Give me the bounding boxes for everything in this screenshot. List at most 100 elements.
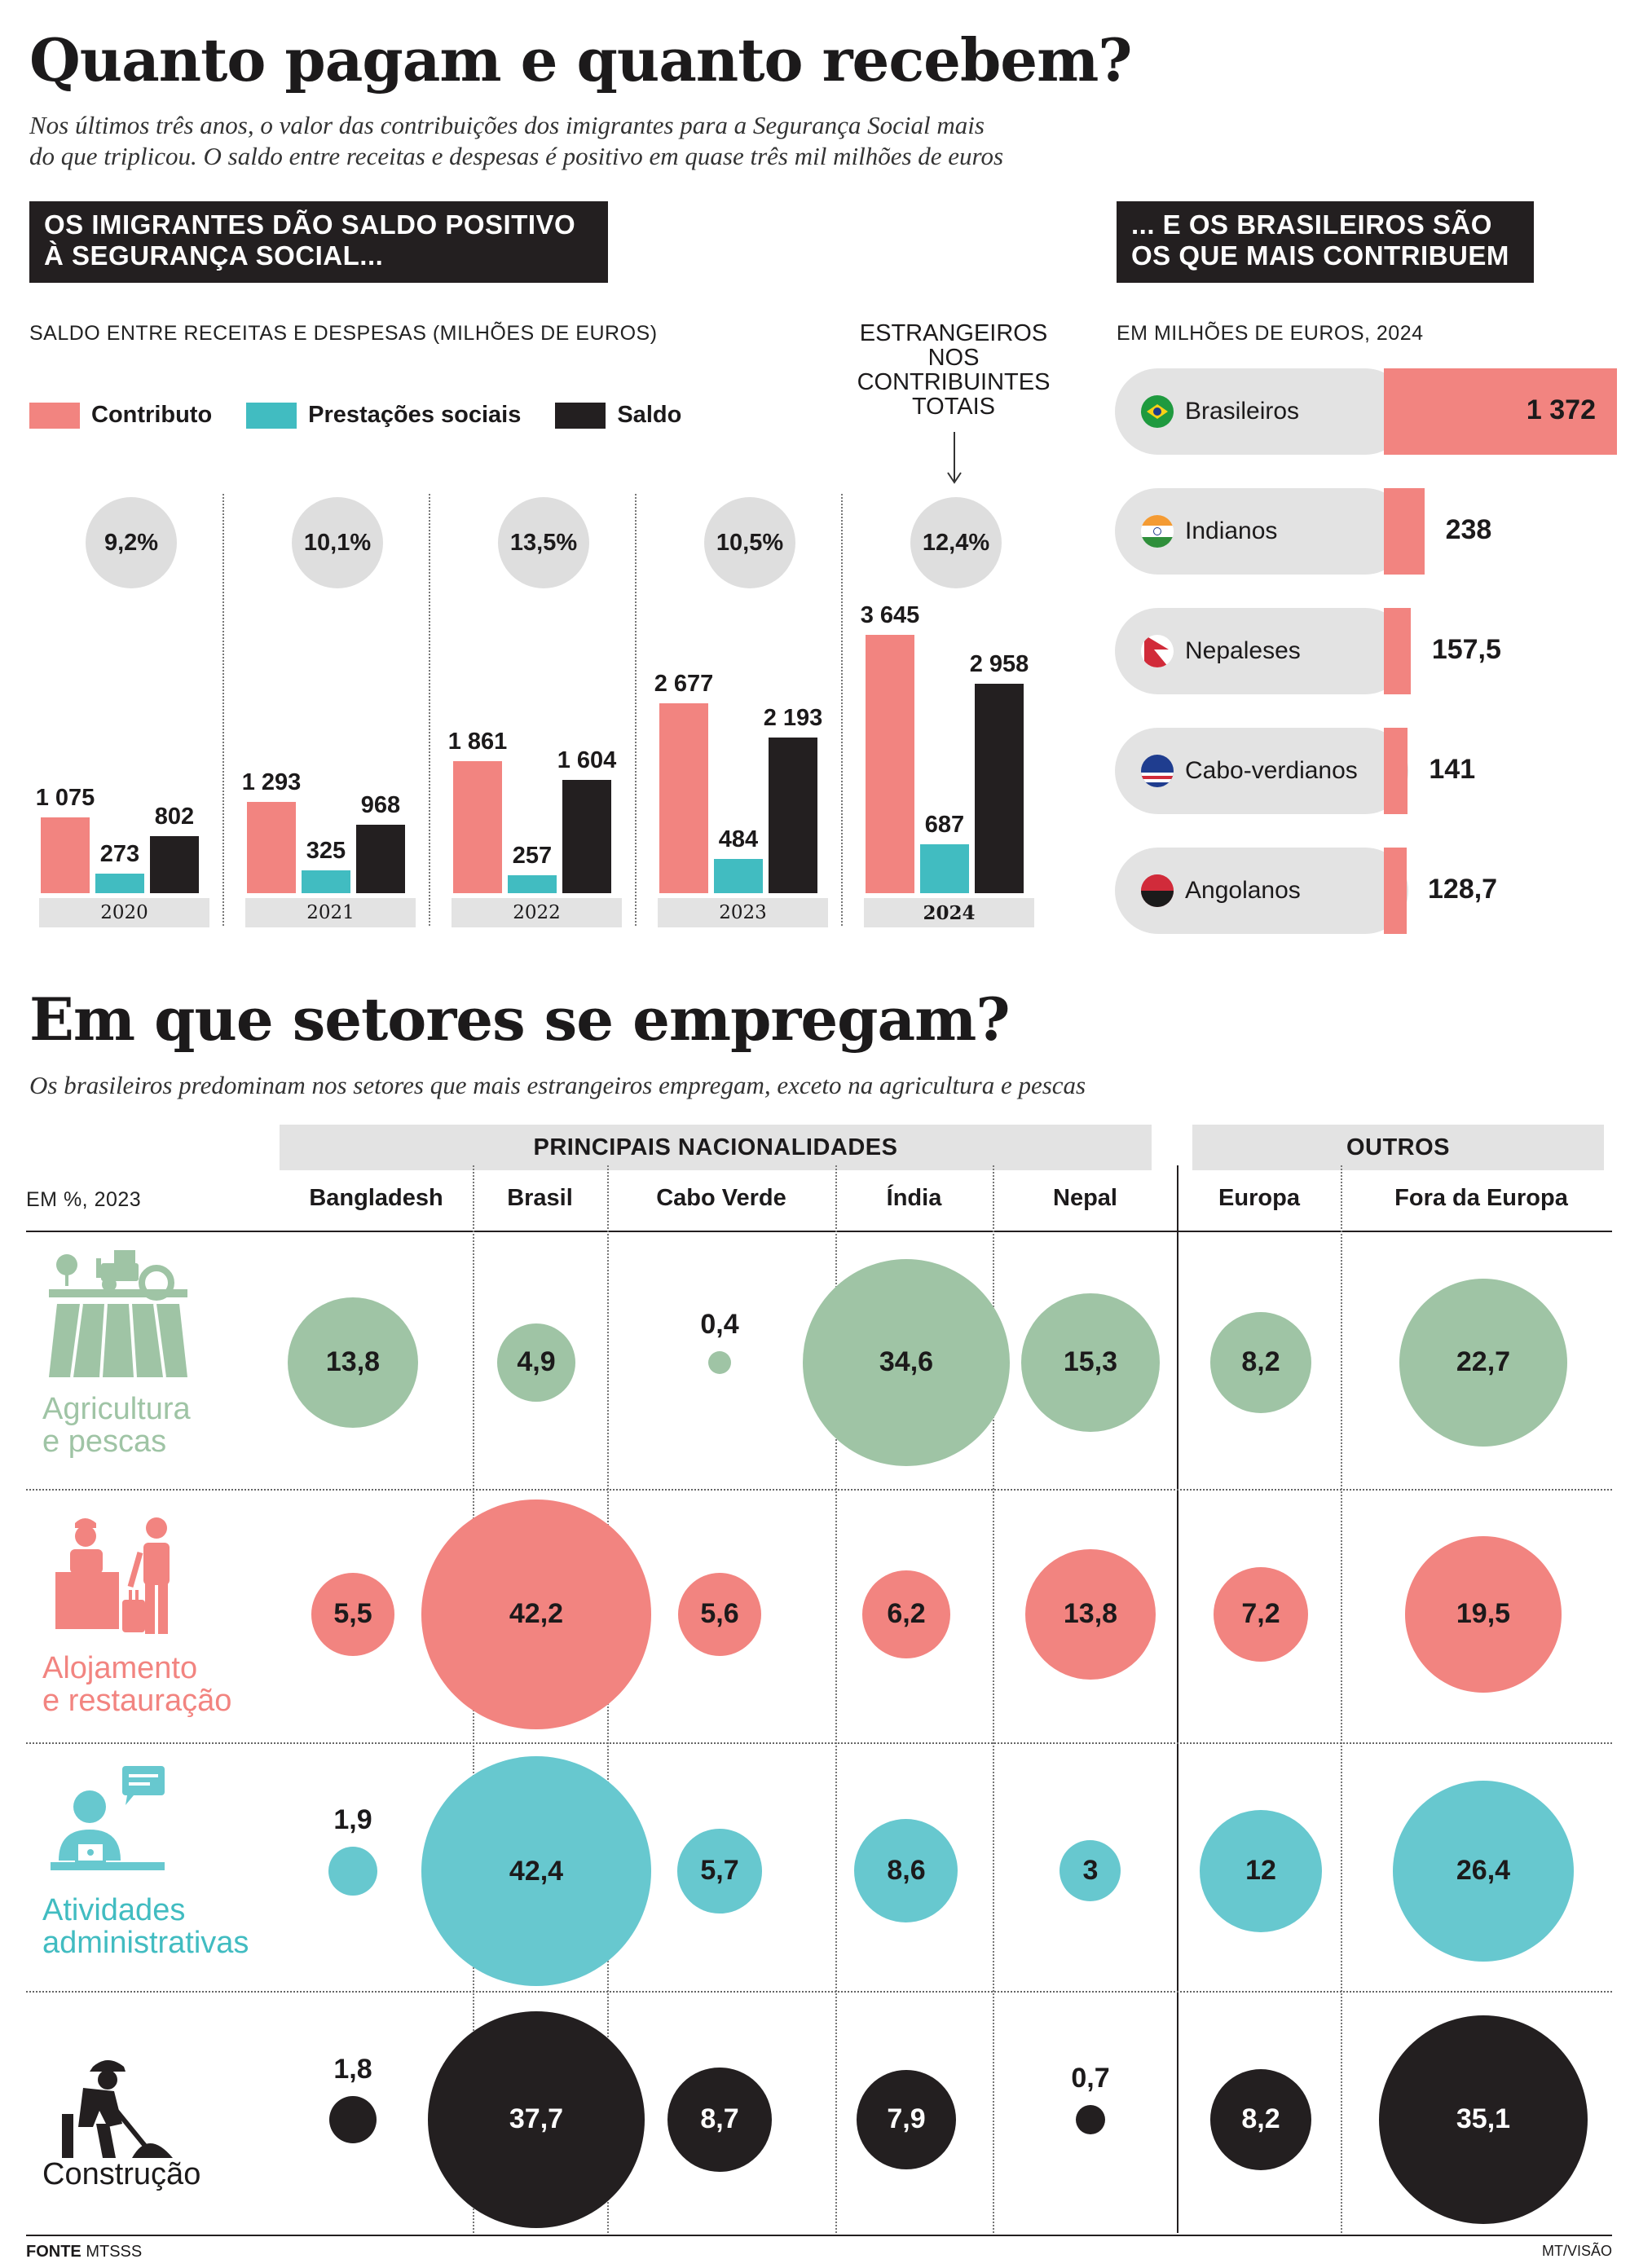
share-circle: 10,5% bbox=[704, 497, 795, 588]
unit-label: EM %, 2023 bbox=[26, 1188, 142, 1211]
nationality-bar bbox=[1384, 368, 1617, 455]
bubble-alojamento-e-restaura-o-4: 6,2 bbox=[862, 1570, 950, 1658]
bar-presta-es-sociais-2023 bbox=[714, 858, 763, 893]
legend-label-prestacoes: Prestações sociais bbox=[308, 402, 522, 428]
bubble-agricultura-e-pescas-1: 13,8 bbox=[287, 1297, 419, 1429]
annotation-line-2: NOS bbox=[927, 345, 980, 371]
nationality-bar bbox=[1384, 728, 1408, 814]
nationality-chart: Brasileiros 1 372 Indianos 238 Nepaleses 157,… bbox=[1115, 368, 1617, 939]
bar-legend: Contributo Prestações sociais Saldo bbox=[29, 402, 681, 429]
subtitle-line-2: do que triplicou. O saldo entre receitas… bbox=[29, 142, 1004, 170]
bubble-alojamento-e-restaura-o-5: 13,8 bbox=[1024, 1548, 1156, 1680]
bar-contributo-2024 bbox=[866, 635, 914, 893]
left-heading-line-1: OS IMIGRANTES DÃO SALDO POSITIVO bbox=[44, 209, 576, 240]
footer-source-label: FONTE bbox=[26, 2243, 82, 2261]
bubble-agricultura-e-pescas-2: 4,9 bbox=[497, 1323, 575, 1402]
bubble-value-label: 0,4 bbox=[700, 1309, 739, 1340]
bubble-constru-o-3: 8,7 bbox=[667, 2068, 772, 2172]
column-separator bbox=[835, 1165, 837, 2233]
column-header: Cabo Verde bbox=[656, 1185, 786, 1211]
nationality-pill: Brasileiros bbox=[1115, 368, 1408, 455]
legend-swatch-prestacoes bbox=[246, 402, 297, 429]
bar-value-label: 1 075 bbox=[35, 784, 95, 811]
group-separator bbox=[841, 494, 843, 926]
bar-presta-es-sociais-2022 bbox=[508, 874, 557, 893]
bubble-alojamento-e-restaura-o-6: 7,2 bbox=[1213, 1566, 1309, 1662]
nationality-value: 238 bbox=[1445, 514, 1492, 545]
group-separator bbox=[222, 494, 224, 926]
right-heading-line-1: ... E OS BRASILEIROS SÃO bbox=[1131, 209, 1492, 240]
left-caption: SALDO ENTRE RECEITAS E DESPESAS (MILHÕES… bbox=[29, 322, 658, 345]
column-header: Fora da Europa bbox=[1394, 1185, 1568, 1211]
bar-presta-es-sociais-2021 bbox=[302, 870, 350, 893]
section-title: Em que setores se empregam? bbox=[29, 984, 1011, 1054]
nationality-label: Brasileiros bbox=[1185, 398, 1300, 425]
share-circle: 9,2% bbox=[86, 497, 177, 588]
bubble-constru-o-4: 7,9 bbox=[857, 2070, 956, 2169]
column-header: Bangladesh bbox=[309, 1185, 443, 1211]
sector-label-line-1: Atividades bbox=[42, 1893, 186, 1927]
bar-value-label: 2 958 bbox=[969, 650, 1029, 677]
legend-saldo: Saldo bbox=[555, 402, 681, 429]
bar-value-label: 2 193 bbox=[763, 705, 823, 732]
share-annotation: ESTRANGEIROS NOS CONTRIBUINTES TOTAIS bbox=[844, 321, 1064, 419]
bubble-atividades-administrativas-1 bbox=[328, 1847, 377, 1896]
bubble-constru-o-5 bbox=[1075, 2104, 1106, 2135]
india-flag-icon bbox=[1141, 515, 1174, 548]
cape-verde-flag-icon bbox=[1141, 755, 1174, 787]
bar-chart: 9,2% 1 075 273 802 2020 10,1% 1 293 325 968 2021 1… bbox=[0, 489, 1060, 945]
bubble-agricultura-e-pescas-5: 15,3 bbox=[1021, 1293, 1160, 1432]
legend-contributo: Contributo bbox=[29, 402, 212, 429]
bubble-atividades-administrativas-3: 5,7 bbox=[677, 1829, 762, 1913]
annotation-arrow-icon bbox=[947, 432, 962, 484]
office-worker-icon bbox=[51, 1766, 165, 1870]
reception-desk-icon bbox=[55, 1517, 170, 1634]
bubble-alojamento-e-restaura-o-2: 42,2 bbox=[421, 1500, 651, 1729]
legend-label-contributo: Contributo bbox=[91, 402, 213, 428]
column-separator bbox=[993, 1165, 994, 2233]
footer-source-value: MTSSS bbox=[86, 2243, 143, 2261]
left-heading-line-2: À SEGURANÇA SOCIAL... bbox=[44, 240, 384, 271]
nationality-bar bbox=[1384, 488, 1425, 575]
right-caption: EM MILHÕES DE EUROS, 2024 bbox=[1117, 322, 1424, 345]
sector-label-line-2: administrativas bbox=[42, 1926, 249, 1960]
bubble-alojamento-e-restaura-o-7: 19,5 bbox=[1405, 1536, 1562, 1693]
year-label: 2021 bbox=[245, 898, 416, 927]
bubble-atividades-administrativas-6: 12 bbox=[1199, 1809, 1322, 1932]
bubble-constru-o-7: 35,1 bbox=[1378, 2015, 1588, 2225]
bar-contributo-2023 bbox=[659, 703, 708, 893]
bar-saldo-2021 bbox=[356, 824, 405, 893]
sector-label: Alojamento e restauração bbox=[42, 1652, 231, 1717]
share-circle: 13,5% bbox=[498, 497, 589, 588]
group-separator bbox=[635, 494, 637, 926]
group-separator bbox=[1177, 1165, 1178, 2233]
nationality-value: 128,7 bbox=[1428, 874, 1498, 905]
nationality-label: Nepaleses bbox=[1185, 637, 1301, 664]
bubble-atividades-administrativas-7: 26,4 bbox=[1392, 1780, 1575, 1962]
bubble-constru-o-6: 8,2 bbox=[1209, 2068, 1311, 2170]
construction-worker-icon bbox=[62, 2060, 173, 2158]
bar-value-label: 325 bbox=[306, 837, 346, 864]
nationality-bar bbox=[1384, 848, 1407, 934]
footer-source: FONTE MTSSS bbox=[26, 2243, 142, 2261]
year-label: 2020 bbox=[39, 898, 209, 927]
bar-saldo-2023 bbox=[769, 738, 817, 893]
column-header: Índia bbox=[886, 1185, 942, 1211]
bar-value-label: 1 293 bbox=[241, 768, 302, 795]
sector-label: Atividades administrativas bbox=[42, 1894, 249, 1959]
subtitle-line-1: Nos últimos três anos, o valor das contr… bbox=[29, 111, 985, 139]
bubble-atividades-administrativas-2: 42,4 bbox=[421, 1756, 651, 1986]
annotation-line-1: ESTRANGEIROS bbox=[859, 320, 1048, 346]
bubble-atividades-administrativas-5: 3 bbox=[1060, 1840, 1121, 1902]
bar-value-label: 3 645 bbox=[860, 602, 920, 628]
legend-label-saldo: Saldo bbox=[617, 402, 682, 428]
group-header-other: OUTROS bbox=[1192, 1125, 1604, 1170]
annotation-line-4: TOTAIS bbox=[911, 394, 996, 420]
year-label: 2023 bbox=[658, 898, 828, 927]
bar-contributo-2022 bbox=[453, 761, 502, 893]
nationality-pill: Nepaleses bbox=[1115, 608, 1408, 694]
column-header: Europa bbox=[1218, 1185, 1300, 1211]
bar-saldo-2024 bbox=[975, 683, 1024, 893]
bubble-agricultura-e-pescas-4: 34,6 bbox=[802, 1258, 1011, 1467]
bubble-value-label: 1,9 bbox=[333, 1804, 372, 1836]
